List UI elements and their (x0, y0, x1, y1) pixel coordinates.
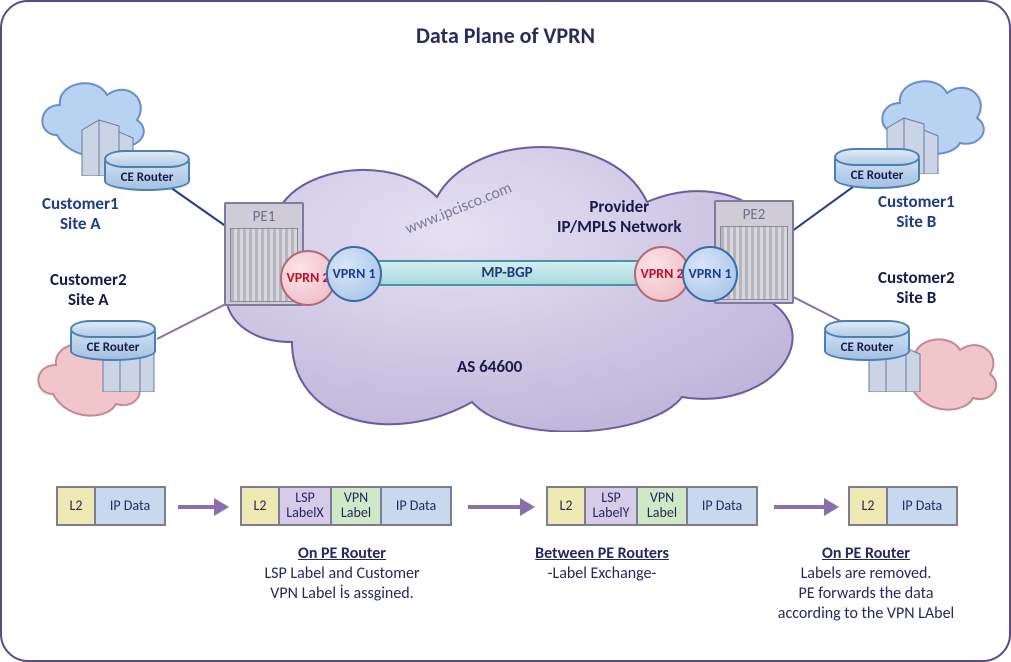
annot-onpe1-title: On PE Router (298, 544, 386, 563)
cell-lsp: LSP LabelX (278, 486, 332, 526)
provider-line1: Provider (589, 196, 649, 217)
annot-onpe2-l2: PE forwards the data (799, 584, 934, 603)
pe1-label: PE1 (230, 208, 298, 226)
provider-label: Provider IP/MPLS Network (557, 197, 682, 236)
annot-onpe1: On PE Router LSP Label and Customer VPN … (232, 544, 452, 604)
cell-l2: L2 (546, 486, 586, 526)
as-label: AS 64600 (457, 357, 522, 377)
annot-onpe2-title: On PE Router (822, 544, 910, 563)
annot-onpe1-l1: LSP Label and Customer (264, 564, 419, 583)
annot-onpe2: On PE Router Labels are removed. PE forw… (746, 544, 986, 624)
c2a-label: Customer2 Site A (50, 270, 127, 309)
packet-stage-3: L2 LSP LabelY VPN Label IP Data (546, 486, 758, 526)
annot-between-l1: -Label Exchange- (548, 564, 657, 583)
cell-vpn: VPN Label (636, 486, 688, 526)
annot-between-title: Between PE Routers (535, 544, 669, 563)
cell-ipdata: IP Data (686, 486, 758, 526)
ce-router-c2a: CE Router (70, 320, 156, 361)
provider-line2: IP/MPLS Network (557, 216, 682, 237)
cell-ipdata: IP Data (886, 486, 958, 526)
annot-onpe2-l1: Labels are removed. (801, 564, 932, 583)
ce-router-c2b: CE Router (824, 320, 910, 361)
ce-router-c1a: CE Router (104, 150, 190, 191)
arrow-icon (774, 498, 839, 516)
vprn1-pe2: VPRN 1 (682, 246, 738, 302)
arrow-icon (468, 498, 535, 516)
mpbgp-link: MP-BGP (364, 260, 650, 286)
annot-onpe2-l3: according to the VPN LAbel (778, 604, 954, 623)
arrow-icon (178, 498, 229, 516)
annot-between: Between PE Routers -Label Exchange- (502, 544, 702, 584)
c1b-label: Customer1 Site B (878, 192, 955, 231)
packet-stage-2: L2 LSP LabelX VPN Label IP Data (240, 486, 452, 526)
cell-l2: L2 (848, 486, 888, 526)
page-title: Data Plane of VPRN (2, 22, 1009, 49)
cell-ipdata: IP Data (94, 486, 166, 526)
vprn1-pe1: VPRN 1 (326, 246, 382, 302)
diagram-frame: Data Plane of VPRN Provider IP/MPLS Netw… (0, 0, 1011, 662)
annot-onpe1-l2: VPN Label İs assgined. (270, 584, 413, 603)
c1a-label: Customer1 Site A (42, 194, 119, 233)
packet-stage-4: L2 IP Data (848, 486, 958, 526)
cell-lsp: LSP LabelY (584, 486, 638, 526)
cell-ipdata: IP Data (380, 486, 452, 526)
packet-stage-1: L2 IP Data (56, 486, 166, 526)
cell-vpn: VPN Label (330, 486, 382, 526)
pe2-label: PE2 (720, 206, 788, 224)
c2b-label: Customer2 Site B (878, 268, 955, 307)
cell-l2: L2 (56, 486, 96, 526)
ce-router-c1b: CE Router (834, 148, 920, 189)
cell-l2: L2 (240, 486, 280, 526)
